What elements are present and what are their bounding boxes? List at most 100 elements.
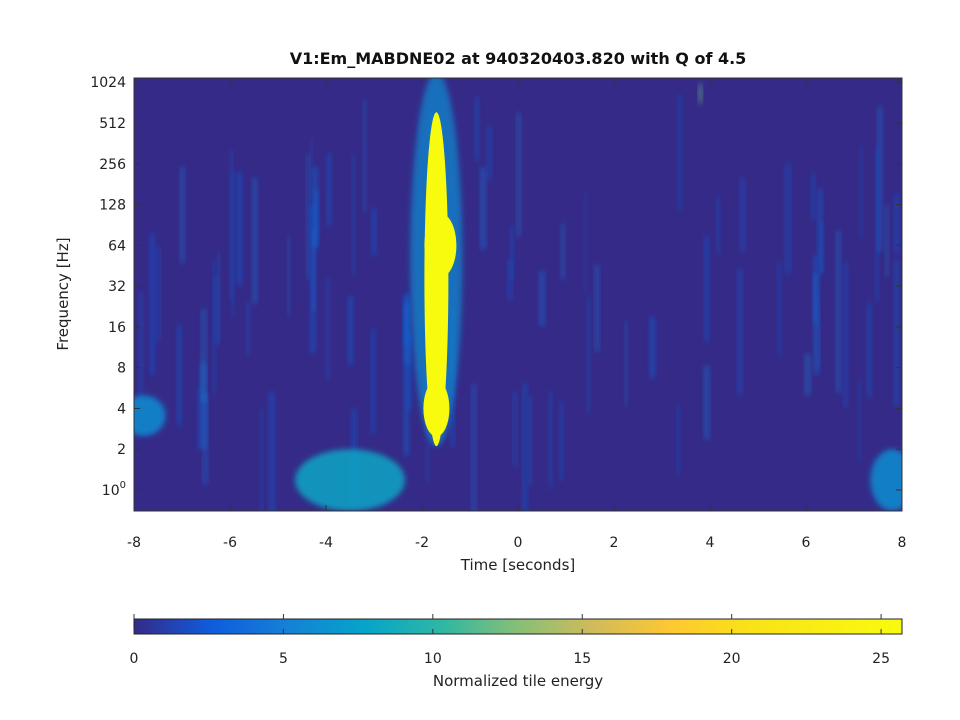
y-tick-label: 512 xyxy=(99,116,126,132)
x-tick-label: 4 xyxy=(706,535,715,551)
texture-streak xyxy=(805,353,810,396)
y-tick-label: 256 xyxy=(99,157,126,173)
texture-streak xyxy=(180,166,185,264)
texture-streak xyxy=(246,301,250,356)
texture-streak xyxy=(213,260,216,394)
colorbar-tick-label: 0 xyxy=(130,651,139,667)
x-axis-label: Time [seconds] xyxy=(460,556,576,574)
y-axis-label: Frequency [Hz] xyxy=(54,237,72,350)
feature-low-frequency-excess xyxy=(295,449,405,511)
texture-streak xyxy=(231,170,234,316)
texture-streak xyxy=(326,277,330,381)
texture-streak xyxy=(677,404,680,475)
texture-streak xyxy=(885,205,889,277)
texture-streak xyxy=(139,291,143,404)
texture-streak xyxy=(236,172,242,286)
x-tick-label: -6 xyxy=(223,535,237,551)
texture-streak xyxy=(214,276,218,345)
glitch-base xyxy=(423,380,450,437)
texture-streak xyxy=(513,391,517,467)
texture-streak xyxy=(818,189,823,274)
texture-streak xyxy=(217,252,220,345)
colorbar-tick-label: 20 xyxy=(723,651,741,667)
y-tick-label: 1024 xyxy=(90,75,126,91)
feature-right-edge-excess xyxy=(870,449,902,511)
x-tick-label: 8 xyxy=(898,535,907,551)
texture-streak xyxy=(508,258,513,301)
colorbar-tick-label: 15 xyxy=(573,651,591,667)
texture-streak xyxy=(200,362,206,450)
y-tick-label: 128 xyxy=(99,198,126,214)
texture-streak xyxy=(595,265,599,352)
y-tick-label: 100 xyxy=(102,480,126,499)
texture-streak xyxy=(197,386,201,450)
texture-streak xyxy=(816,296,819,368)
feature-blob xyxy=(295,449,405,511)
texture-streak xyxy=(811,172,815,221)
x-axis: -8 -6 -4 -2 0 2 4 6 8 xyxy=(127,78,906,551)
colorbar-label: Normalized tile energy xyxy=(433,672,603,690)
x-tick-label: 2 xyxy=(610,535,619,551)
background-streaks xyxy=(139,94,899,511)
chart-title: V1:Em_MABDNE02 at 940320403.820 with Q o… xyxy=(290,49,747,68)
y-tick-label: 8 xyxy=(117,361,126,377)
texture-streak xyxy=(177,324,182,427)
texture-streak xyxy=(352,153,355,275)
texture-streak xyxy=(156,246,160,342)
colorbar-tick-label: 10 xyxy=(424,651,442,667)
y-tick-label: 2 xyxy=(117,442,126,458)
texture-streak xyxy=(587,295,590,414)
texture-streak xyxy=(559,400,563,481)
texture-streak xyxy=(310,137,313,199)
texture-streak xyxy=(327,153,331,226)
texture-streak xyxy=(624,321,628,406)
texture-streak xyxy=(517,112,521,237)
glitch-lobe xyxy=(424,213,457,278)
texture-streak xyxy=(306,153,310,280)
feature-main-glitch xyxy=(410,78,463,447)
texture-streak xyxy=(201,308,206,403)
texture-streak xyxy=(836,230,841,393)
texture-streak xyxy=(649,316,655,379)
texture-streak xyxy=(230,149,233,301)
y-tick-label: 16 xyxy=(108,320,126,336)
texture-streak xyxy=(877,106,882,253)
texture-streak xyxy=(269,392,275,511)
texture-streak xyxy=(858,379,861,464)
texture-streak xyxy=(539,270,545,327)
texture-streak xyxy=(716,195,720,253)
texture-streak xyxy=(584,192,587,294)
colorbar-tick-label: 25 xyxy=(872,651,890,667)
x-tick-label: -8 xyxy=(127,535,141,551)
feature-blob xyxy=(870,449,902,511)
x-tick-label: 6 xyxy=(802,535,811,551)
texture-streak xyxy=(844,261,848,409)
texture-streak xyxy=(310,203,316,353)
texture-streak xyxy=(867,302,872,397)
texture-streak xyxy=(480,167,486,250)
texture-streak xyxy=(407,333,412,411)
y-axis: 100 2 4 8 16 32 64 128 256 512 1024 xyxy=(90,75,902,499)
x-tick-label: -2 xyxy=(415,535,429,551)
texture-streak xyxy=(740,177,745,253)
feature-blob xyxy=(698,82,702,105)
texture-streak xyxy=(404,295,409,456)
feature-blob xyxy=(134,395,166,437)
texture-streak xyxy=(704,365,709,440)
energy-features xyxy=(134,78,902,511)
texture-streak xyxy=(522,382,527,511)
texture-streak xyxy=(287,236,290,316)
colorbar-tick-label: 5 xyxy=(279,651,288,667)
glitch-core xyxy=(424,112,449,447)
texture-streak xyxy=(510,225,514,281)
texture-streak xyxy=(252,177,257,304)
texture-streak xyxy=(678,94,682,211)
y-tick-label: 32 xyxy=(108,279,126,295)
texture-streak xyxy=(363,98,366,213)
texture-streak xyxy=(785,163,791,274)
texture-streak xyxy=(704,236,709,342)
texture-streak xyxy=(475,96,479,161)
texture-streak xyxy=(487,126,492,180)
texture-streak xyxy=(260,408,263,511)
